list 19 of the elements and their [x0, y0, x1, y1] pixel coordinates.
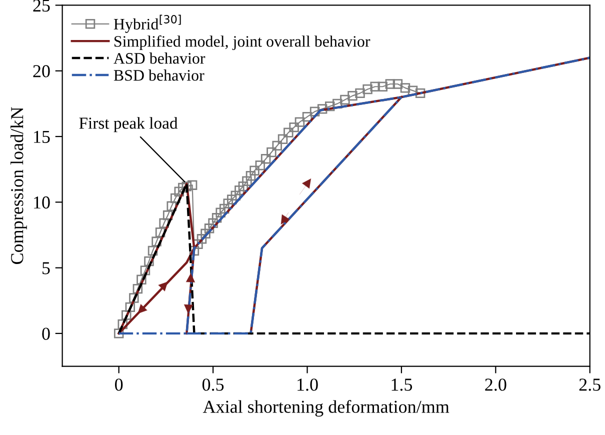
x-axis-title: Axial shortening deformation/mm — [202, 400, 450, 417]
legend-label: Simplified model, joint overall behavior — [114, 35, 370, 50]
x-tick-label: 0 — [115, 378, 123, 391]
annotation: First peak load — [79, 117, 178, 132]
y-tick-label: 10 — [34, 196, 50, 209]
y-tick-label: 20 — [33, 65, 50, 78]
y-tick-label: 15 — [34, 130, 50, 143]
y-axis-title: Compression load/kN — [10, 107, 27, 264]
x-tick-label: 1.0 — [298, 378, 318, 391]
x-tick-label: 1.5 — [392, 378, 412, 391]
legend-label: ASD behavior — [114, 52, 206, 64]
x-tick-label: 0.5 — [202, 378, 224, 391]
y-tick-label: 25 — [33, 0, 50, 12]
y-tick-label: 5 — [42, 262, 50, 274]
x-tick-label: 2.5 — [579, 378, 600, 391]
legend-label: BSD behavior — [114, 70, 204, 81]
legend-label: Hybrid$^{[30]}$ — [114, 14, 181, 33]
x-tick-label: 2.0 — [485, 378, 506, 391]
y-tick-label: 0 — [42, 328, 50, 340]
